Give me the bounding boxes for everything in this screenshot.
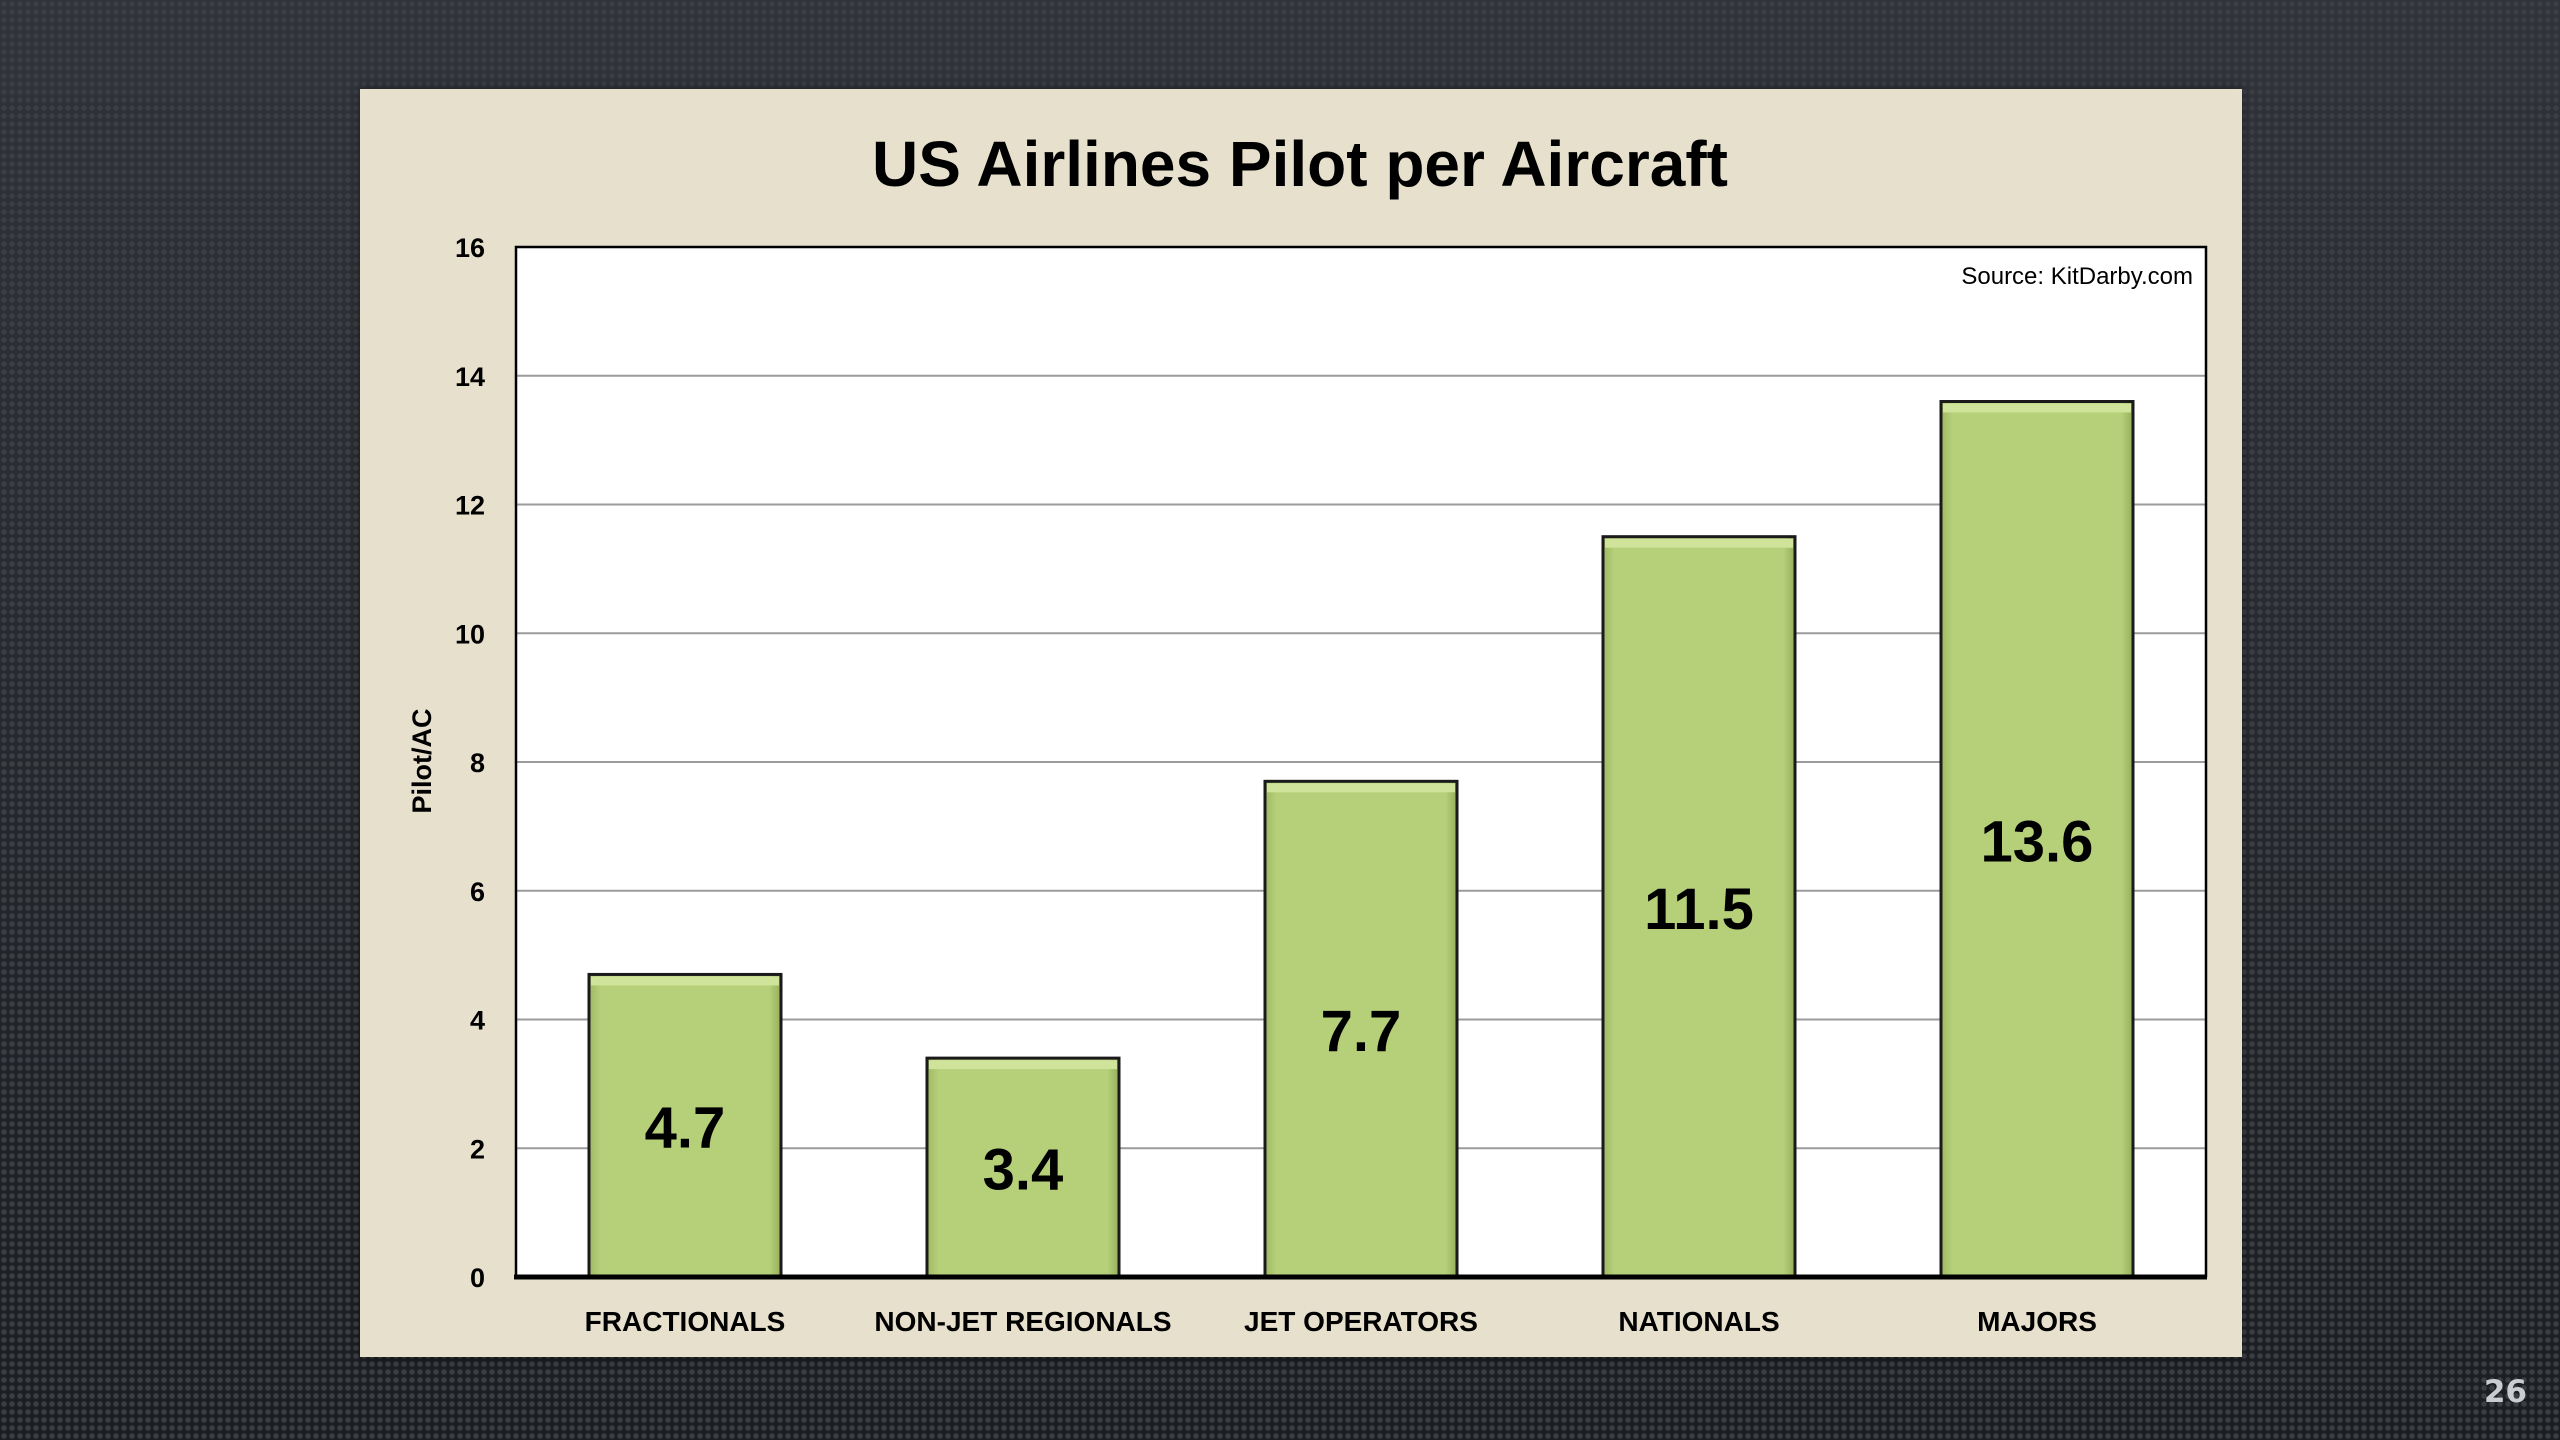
bar-highlight bbox=[929, 1060, 1117, 1070]
data-label: 4.7 bbox=[645, 1096, 726, 1161]
x-tick-label: MAJORS bbox=[1977, 1306, 2097, 1337]
y-tick-label: 14 bbox=[455, 362, 485, 392]
data-labels: 4.7 3.4 7.7 11.5 13.6 bbox=[645, 809, 2094, 1202]
bar-body bbox=[1601, 535, 1797, 1279]
bar bbox=[587, 972, 783, 1279]
data-label: 13.6 bbox=[1981, 809, 2094, 874]
x-tick-label: NON-JET REGIONALS bbox=[874, 1306, 1171, 1337]
bar-highlight bbox=[1943, 403, 2131, 413]
x-tick-label: FRACTIONALS bbox=[585, 1306, 786, 1337]
y-tick-label: 6 bbox=[470, 877, 485, 907]
bar-highlight bbox=[1605, 538, 1793, 548]
data-label: 3.4 bbox=[983, 1138, 1064, 1203]
y-tick-label: 4 bbox=[470, 1006, 485, 1036]
y-tick-label: 16 bbox=[455, 233, 485, 263]
y-axis-ticks: 0 2 4 6 8 10 12 14 16 bbox=[455, 233, 485, 1293]
bar-highlight bbox=[591, 976, 779, 986]
data-label: 11.5 bbox=[1644, 877, 1754, 942]
bars bbox=[587, 400, 2135, 1279]
x-tick-label: NATIONALS bbox=[1618, 1306, 1779, 1337]
bar bbox=[1939, 400, 2135, 1279]
slide-number: 26 bbox=[2483, 1374, 2527, 1410]
chart-title: US Airlines Pilot per Aircraft bbox=[872, 128, 1728, 200]
bar-highlight bbox=[1267, 783, 1455, 793]
y-tick-label: 0 bbox=[470, 1263, 485, 1293]
bar bbox=[1601, 535, 1797, 1279]
x-tick-label: JET OPERATORS bbox=[1244, 1306, 1478, 1337]
source-note: Source: KitDarby.com bbox=[1961, 263, 2193, 290]
y-tick-label: 2 bbox=[470, 1134, 485, 1164]
bar-body bbox=[587, 972, 783, 1279]
x-axis-ticks: FRACTIONALS NON-JET REGIONALS JET OPERATOR… bbox=[585, 1306, 2097, 1337]
y-tick-label: 8 bbox=[470, 748, 485, 778]
bar-body bbox=[1263, 779, 1459, 1279]
y-tick-label: 10 bbox=[455, 619, 485, 649]
bar-body bbox=[1939, 400, 2135, 1279]
y-axis-label: Pilot/AC bbox=[407, 709, 437, 814]
data-label: 7.7 bbox=[1321, 999, 1402, 1064]
y-tick-label: 12 bbox=[455, 491, 485, 521]
bar bbox=[1263, 779, 1459, 1279]
